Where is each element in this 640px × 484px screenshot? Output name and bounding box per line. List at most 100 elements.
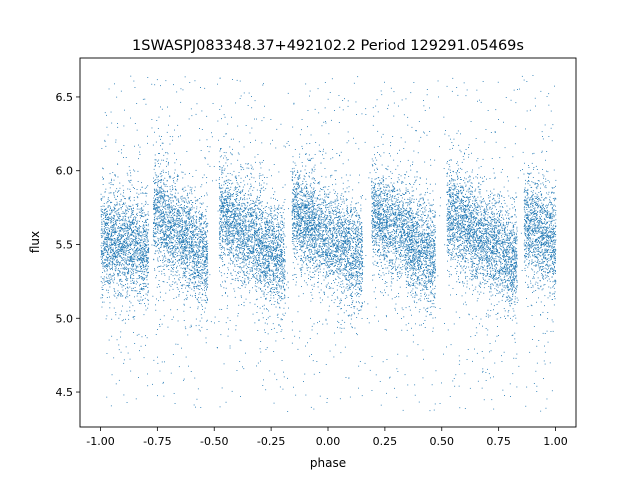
data-point xyxy=(140,209,142,211)
data-point xyxy=(113,225,115,227)
data-point xyxy=(281,257,283,259)
data-point xyxy=(142,215,144,217)
data-point xyxy=(193,222,195,224)
data-point xyxy=(146,193,148,194)
data-point xyxy=(142,264,144,266)
data-point xyxy=(257,197,259,199)
data-point xyxy=(161,108,163,110)
data-point xyxy=(197,274,199,275)
data-point xyxy=(205,295,207,297)
data-point xyxy=(128,271,129,272)
data-point xyxy=(172,201,174,203)
data-point xyxy=(107,282,109,284)
data-point xyxy=(169,248,171,249)
data-point xyxy=(172,242,174,243)
data-point xyxy=(121,257,123,259)
data-point xyxy=(188,223,190,225)
data-point xyxy=(172,247,174,249)
data-point xyxy=(128,314,129,316)
data-point xyxy=(154,200,156,202)
data-point xyxy=(115,232,116,234)
data-point xyxy=(185,238,187,239)
data-point xyxy=(274,265,276,267)
data-point xyxy=(205,275,206,277)
data-point xyxy=(131,234,132,236)
data-point xyxy=(203,272,205,274)
data-point xyxy=(186,232,188,234)
data-point xyxy=(128,206,130,207)
data-point xyxy=(105,246,107,247)
data-point xyxy=(193,286,195,288)
data-point xyxy=(156,204,158,206)
data-point xyxy=(117,252,119,254)
data-point xyxy=(242,246,244,247)
data-point xyxy=(143,248,145,249)
data-point xyxy=(142,259,144,261)
data-point xyxy=(203,234,204,235)
data-point xyxy=(172,261,174,262)
data-point xyxy=(197,269,198,271)
data-point xyxy=(199,223,201,225)
data-point xyxy=(103,262,105,263)
data-point xyxy=(181,235,183,237)
data-point xyxy=(179,277,181,278)
data-point xyxy=(157,239,159,241)
data-point xyxy=(259,241,261,243)
data-point xyxy=(118,252,120,254)
data-point xyxy=(159,286,161,288)
data-point xyxy=(114,204,115,206)
data-point xyxy=(192,234,193,236)
data-point xyxy=(141,203,143,205)
data-point xyxy=(100,229,102,231)
data-point xyxy=(205,253,207,255)
data-point xyxy=(228,262,230,264)
data-point xyxy=(161,210,163,212)
data-point xyxy=(193,261,195,263)
data-point xyxy=(131,230,132,231)
data-point xyxy=(112,239,113,241)
data-point xyxy=(105,224,106,226)
data-point xyxy=(135,236,137,237)
data-point xyxy=(119,261,121,263)
data-point xyxy=(273,297,275,299)
data-point xyxy=(109,237,111,239)
data-point xyxy=(124,241,126,243)
data-point xyxy=(106,280,108,282)
data-point xyxy=(104,238,105,240)
data-point xyxy=(145,192,147,194)
data-point xyxy=(114,231,116,232)
data-point xyxy=(120,215,121,217)
data-point xyxy=(196,266,198,268)
data-point xyxy=(145,222,147,223)
data-point xyxy=(183,260,185,262)
data-point xyxy=(113,241,115,243)
data-point xyxy=(108,236,110,238)
data-point xyxy=(145,230,147,232)
data-point xyxy=(138,270,140,272)
data-point xyxy=(181,215,182,217)
data-point xyxy=(101,254,103,255)
data-point xyxy=(160,172,162,174)
data-point xyxy=(201,215,203,217)
data-point xyxy=(134,287,136,288)
data-point xyxy=(120,238,122,240)
data-point xyxy=(112,275,114,277)
data-point xyxy=(195,219,197,221)
data-point xyxy=(273,218,275,220)
data-point xyxy=(132,187,134,188)
data-point xyxy=(236,193,238,195)
data-point xyxy=(129,205,131,207)
data-point xyxy=(144,214,146,216)
data-point xyxy=(110,202,111,204)
data-point xyxy=(255,259,257,261)
data-point xyxy=(155,179,157,181)
data-point xyxy=(102,184,104,185)
data-point xyxy=(174,254,176,255)
data-point xyxy=(115,251,117,253)
data-point xyxy=(133,290,135,292)
data-point xyxy=(196,244,198,246)
data-point xyxy=(191,246,193,247)
data-point xyxy=(112,254,113,256)
data-point xyxy=(245,233,247,235)
data-point xyxy=(157,260,159,262)
